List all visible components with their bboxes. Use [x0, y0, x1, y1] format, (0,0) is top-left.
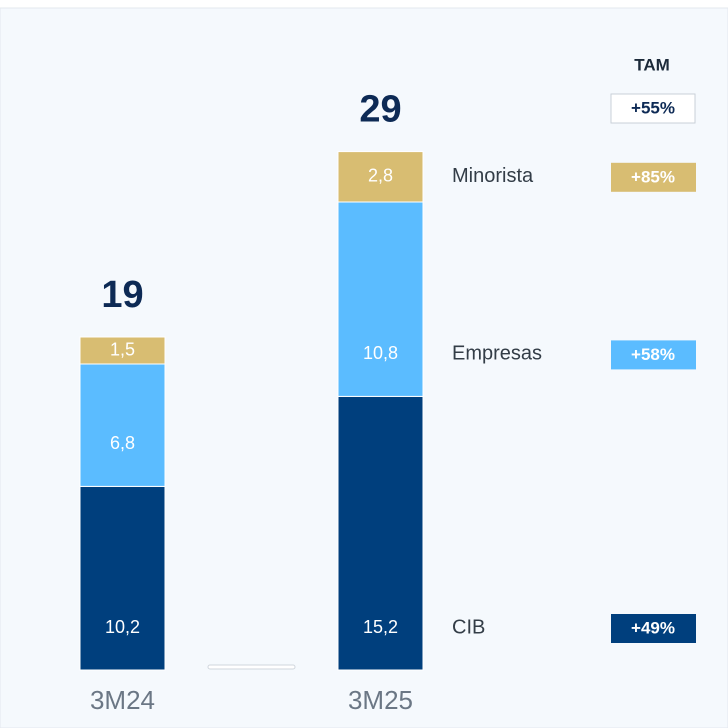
legend-label: Minorista — [452, 165, 534, 187]
value-label: 6,8 — [110, 433, 135, 453]
growth-badge — [611, 162, 696, 192]
value-label: 10,2 — [105, 617, 140, 637]
value-label: 2,8 — [368, 166, 393, 186]
x-tick-label: 3M24 — [90, 685, 155, 715]
legend-label: Empresas — [452, 343, 542, 365]
value-label: 10,8 — [363, 343, 398, 363]
legend-label: CIB — [452, 616, 485, 638]
total-label: 19 — [101, 274, 143, 316]
growth-badge — [611, 340, 696, 370]
bar-segment — [79, 485, 166, 671]
bar-segment — [79, 363, 166, 487]
total-growth-label: +55% — [631, 98, 675, 117]
x-tick-label: 3M25 — [348, 685, 413, 715]
growth-label: +49% — [631, 618, 675, 637]
bar-segment — [337, 201, 424, 397]
value-label: 1,5 — [110, 339, 135, 359]
growth-header: TAM — [634, 55, 670, 74]
total-growth-badge — [610, 93, 696, 124]
bar-segment — [337, 395, 424, 671]
total-label: 29 — [359, 89, 401, 131]
divider — [207, 664, 296, 670]
growth-label: +58% — [631, 345, 675, 364]
bar-segment — [337, 151, 424, 203]
growth-label: +85% — [631, 167, 675, 186]
value-label: 15,2 — [363, 617, 398, 637]
bar-segment — [79, 336, 166, 365]
growth-badge — [611, 614, 696, 643]
